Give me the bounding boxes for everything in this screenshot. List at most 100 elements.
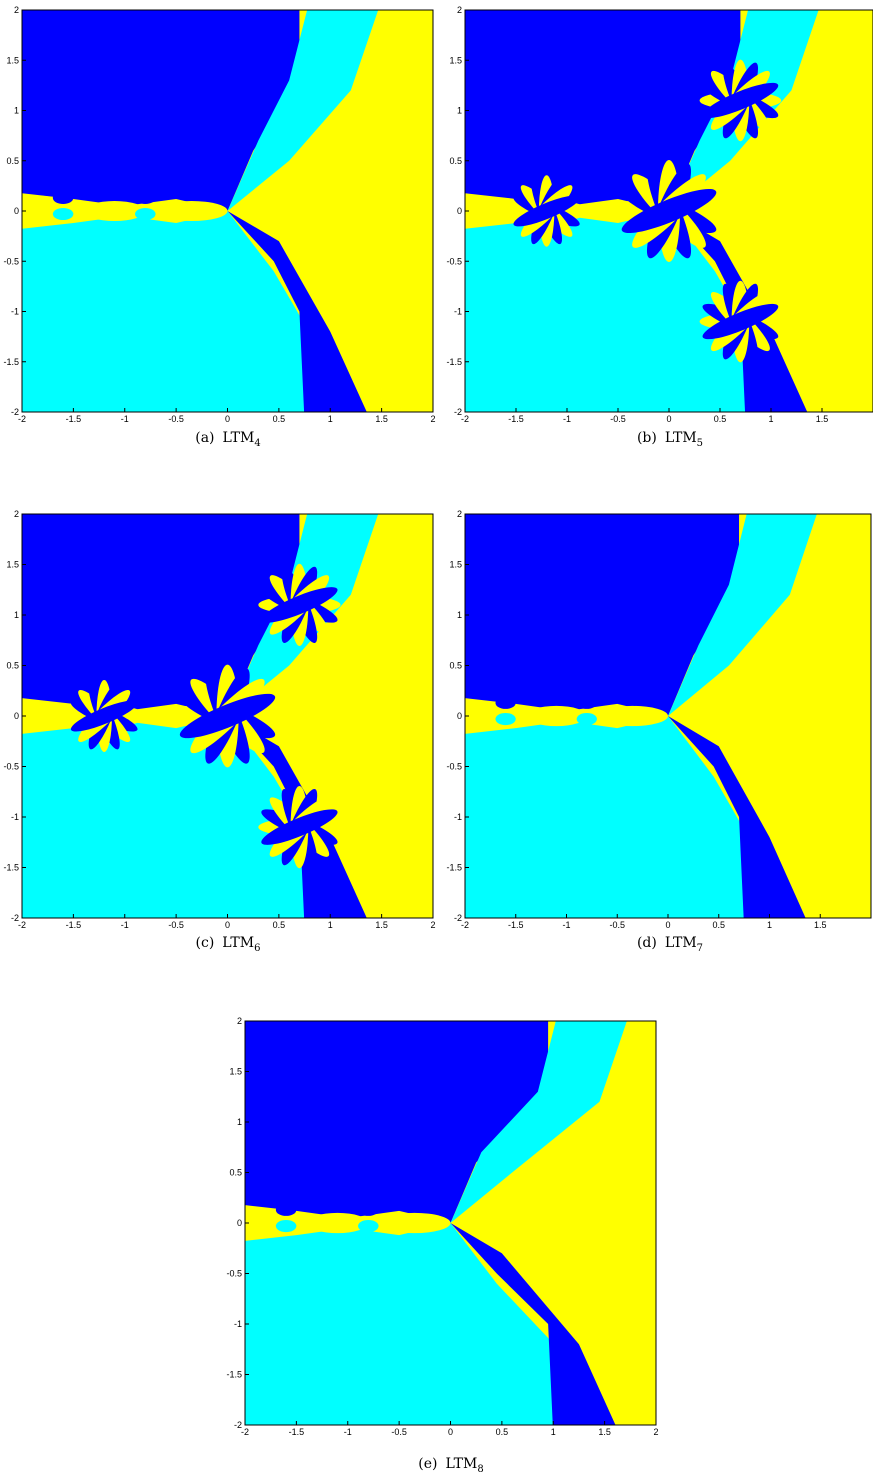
x-tick-label: 1.5 <box>814 920 827 930</box>
basin-plot: -2 -1.5 -1 -0.5 0 0.5 1 1.5 -2 -1.5 -1 -0.5 0 0.5 1 1.5… <box>446 509 872 954</box>
y-tick-label: 0 <box>14 206 19 216</box>
y-tick-label: -0.5 <box>446 762 462 772</box>
y-tick-label: 1 <box>14 610 19 620</box>
y-tick-label: 0.5 <box>449 661 462 671</box>
caption: (a) LTM4 <box>195 430 260 449</box>
y-tick-label: -1 <box>11 812 19 822</box>
basin-region <box>22 10 300 211</box>
x-tick-label: 0.5 <box>273 920 286 930</box>
y-tick-label: -1.5 <box>226 1370 242 1380</box>
x-tick-label: 0.5 <box>273 414 286 424</box>
basin-region <box>668 716 806 918</box>
basin-lobe <box>70 700 138 732</box>
basin-lobe <box>261 587 338 623</box>
x-tick-label: -1 <box>562 920 570 930</box>
x-tick-label: -2 <box>18 414 26 424</box>
caption-method: LTM <box>665 935 697 951</box>
basin-lobe <box>275 1203 297 1216</box>
basin-lobe <box>135 191 156 204</box>
basin-lobe <box>22 195 64 227</box>
x-tick-label: -1.5 <box>66 414 82 424</box>
y-tick-label: 1 <box>457 610 462 620</box>
x-tick-label: 1 <box>328 414 333 424</box>
x-tick-label: 1.5 <box>816 414 829 424</box>
basin-lobe <box>525 705 587 727</box>
basin-region <box>450 1021 627 1223</box>
caption-subscript: 5 <box>697 438 703 449</box>
y-tick-label: 0.5 <box>6 156 19 166</box>
basin-lobe <box>495 712 516 726</box>
caption-subscript: 8 <box>477 1464 483 1475</box>
basin-lobe <box>22 700 64 732</box>
x-tick-label: 0 <box>225 414 230 424</box>
basin-lobe <box>155 200 228 222</box>
x-tick-label: -0.5 <box>168 414 184 424</box>
y-tick-label: 2 <box>237 1016 242 1026</box>
caption-method: LTM <box>446 1456 478 1472</box>
basin-lobe <box>52 207 74 221</box>
basin-image <box>22 514 433 918</box>
y-tick-label: 0.5 <box>229 1168 242 1178</box>
basin-region <box>227 211 367 412</box>
basin-lobe <box>179 693 276 739</box>
x-tick-label: -2 <box>18 920 26 930</box>
caption-label: (c) <box>196 935 215 951</box>
basin-lobe <box>358 1219 379 1233</box>
caption: (d) LTM7 <box>637 935 703 954</box>
x-tick-label: -1.5 <box>66 920 82 930</box>
caption: (c) LTM6 <box>196 935 261 954</box>
y-tick-label: -2 <box>234 1420 242 1430</box>
caption-subscript: 4 <box>254 438 260 449</box>
y-tick-label: 1.5 <box>449 560 462 570</box>
basin-region <box>465 514 740 716</box>
basin-lobe <box>576 712 597 726</box>
x-tick-label: 0.5 <box>712 920 725 930</box>
basin-lobe <box>135 207 156 221</box>
y-tick-label: -0.5 <box>3 762 19 772</box>
y-tick-label: 1.5 <box>6 55 19 65</box>
y-tick-label: 1.5 <box>229 1067 242 1077</box>
basin-region <box>465 211 760 412</box>
caption-label: (d) <box>637 935 657 951</box>
basin-region <box>450 1223 616 1425</box>
y-tick-label: 0.5 <box>449 156 462 166</box>
x-tick-label: 0 <box>666 414 671 424</box>
x-tick-label: -0.5 <box>610 414 626 424</box>
x-tick-label: 2 <box>430 920 435 930</box>
y-tick-label: -1 <box>454 812 462 822</box>
basin-lobe <box>261 809 338 845</box>
y-tick-label: -1.5 <box>3 357 19 367</box>
basin-region <box>22 716 319 918</box>
y-tick-label: -1.5 <box>446 863 462 873</box>
x-tick-label: -1.5 <box>508 414 524 424</box>
x-tick-label: -2 <box>461 920 469 930</box>
y-tick-label: 2 <box>14 509 19 519</box>
y-tick-label: 2 <box>14 5 19 15</box>
caption-method: LTM <box>665 430 697 446</box>
basin-lobe <box>52 191 74 204</box>
basin-lobe <box>83 200 146 222</box>
y-tick-label: 0 <box>457 206 462 216</box>
x-tick-label: -0.5 <box>391 1427 407 1437</box>
basin-lobe <box>358 1203 379 1216</box>
y-tick-label: -2 <box>11 407 19 417</box>
x-tick-label: -1 <box>121 920 129 930</box>
x-tick-label: 0.5 <box>714 414 727 424</box>
basin-lobe <box>621 188 717 234</box>
basin-lobe <box>465 195 506 227</box>
caption-label: (a) <box>195 430 214 446</box>
basin-region <box>227 716 367 918</box>
y-tick-label: -0.5 <box>446 256 462 266</box>
y-tick-label: 2 <box>457 509 462 519</box>
x-tick-label: 1.5 <box>598 1427 611 1437</box>
y-tick-label: -1 <box>454 307 462 317</box>
basin-lobe <box>495 696 516 709</box>
x-tick-label: -1 <box>563 414 571 424</box>
caption: (b) LTM5 <box>637 430 703 449</box>
basin-plot: -2 -1.5 -1 -0.5 0 0.5 1 1.5 2 -2 -1.5 -1 -0.5 0 0.5 1 1.… <box>3 509 435 954</box>
basin-lobe <box>576 696 597 709</box>
y-tick-label: -1.5 <box>446 357 462 367</box>
y-tick-label: -1 <box>234 1319 242 1329</box>
y-tick-label: -0.5 <box>3 256 19 266</box>
